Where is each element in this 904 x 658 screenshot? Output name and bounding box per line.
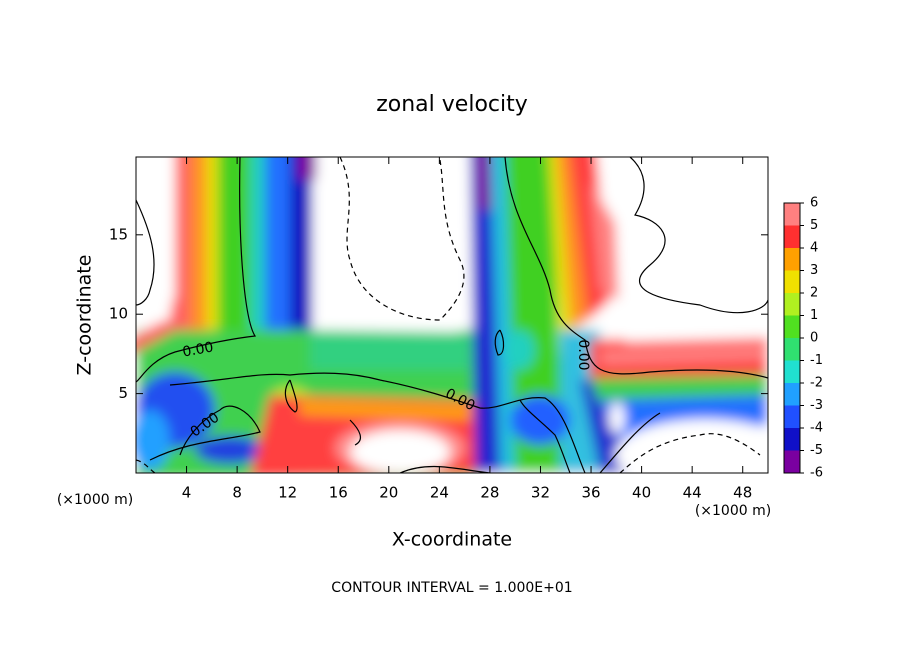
chart-title: zonal velocity	[376, 92, 528, 117]
y-axis-label: Z-coordinate	[74, 255, 96, 376]
x-tick-label: 24	[430, 484, 449, 502]
colorbar-band	[784, 338, 800, 361]
colorbar-label: -1	[810, 353, 823, 368]
contour-label: 0.00	[181, 339, 214, 360]
y-tick-label: 10	[109, 305, 128, 323]
colorbar-band	[784, 428, 800, 451]
x-tick-label: 48	[733, 484, 752, 502]
x-tick-label: 36	[581, 484, 600, 502]
colorbar-label: 3	[810, 263, 818, 278]
colorbar-band	[784, 450, 800, 473]
plot-frame	[135, 156, 769, 474]
contour-lines	[136, 157, 768, 473]
x-unit-label: (×1000 m)	[695, 503, 771, 519]
x-tick-label: 28	[480, 484, 499, 502]
colorbar-label: 1	[810, 308, 818, 323]
contour-label: 0.00	[575, 339, 591, 370]
colorbar-label: 4	[810, 241, 818, 256]
x-axis-label: X-coordinate	[392, 529, 512, 551]
colorbar-label: 0	[810, 331, 818, 346]
y-tick-label: 5	[118, 384, 128, 402]
x-tick-label: 44	[683, 484, 702, 502]
colorbar-band	[784, 405, 800, 428]
colorbar-band	[784, 225, 800, 248]
colorbar-band	[784, 383, 800, 406]
colorbar-label: -3	[810, 398, 823, 413]
colorbar-label: -5	[810, 443, 823, 458]
colorbar-band	[784, 315, 800, 338]
colorbar-label: -2	[810, 376, 823, 391]
field	[136, 157, 768, 473]
colorbar-band	[784, 360, 800, 383]
colorbar-label: -6	[810, 466, 823, 481]
x-tick-label: 8	[232, 484, 242, 502]
y-unit-label: (×1000 m)	[57, 492, 133, 508]
x-tick-label: 12	[278, 484, 297, 502]
colorbar-label: 6	[810, 196, 818, 211]
x-tick-label: 32	[531, 484, 550, 502]
x-tick-label: 40	[632, 484, 651, 502]
colorbar-band	[784, 248, 800, 271]
colorbar-label: -4	[810, 421, 823, 436]
colorbar-band	[784, 293, 800, 316]
x-tick-label: 16	[329, 484, 348, 502]
colorbar-label: 5	[810, 218, 818, 233]
colorbar-band	[784, 270, 800, 293]
x-tick-label: 4	[182, 484, 192, 502]
x-tick-label: 20	[379, 484, 398, 502]
colorbar-band	[784, 203, 800, 226]
footnote: CONTOUR INTERVAL = 1.000E+01	[331, 580, 572, 596]
y-tick-label: 15	[109, 225, 128, 243]
colorbar-label: 2	[810, 286, 818, 301]
